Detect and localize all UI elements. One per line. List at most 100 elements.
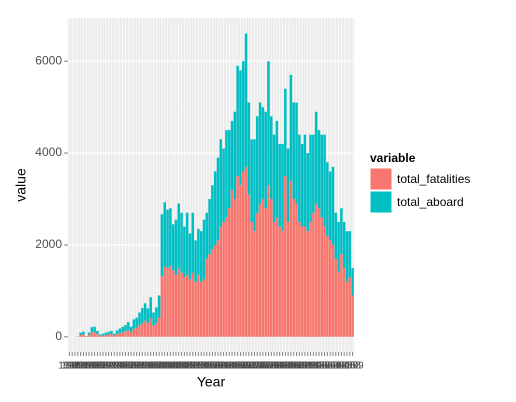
bar [345,281,349,337]
x-tick-label: 1999 [313,361,336,372]
x-tick-label: 1966 [221,361,244,372]
x-tick-label: 1981 [263,361,286,372]
x-tick-label: 1990 [288,361,311,372]
y-axis-label: value [13,168,29,202]
bar [202,219,206,280]
x-tick-label: 1929 [117,361,140,372]
bar [345,231,349,282]
bar [155,323,158,337]
bar [199,281,203,337]
bar [348,277,352,337]
bar [328,240,332,337]
x-tick-label: 1956 [193,361,216,372]
x-tick-label: 1958 [198,361,221,372]
x-tick-label: 1969 [229,361,252,372]
bar [90,327,94,333]
bar [157,295,161,318]
x-tick-label: 1940 [148,361,171,372]
bar [284,88,287,177]
bar [216,157,220,241]
bar [191,212,195,273]
bar [306,231,309,337]
x-tick-label: 1927 [112,361,135,372]
bar [292,102,295,200]
x-tick-label: 1987 [280,361,303,372]
x-tick-label: 1953 [184,361,207,372]
bar [197,228,200,275]
bar [312,134,315,213]
x-tick-label: 1931 [123,361,146,372]
bar [334,212,338,259]
bar [127,322,130,330]
x-tick-label: 1971 [235,361,258,372]
bar [213,171,217,245]
bar [253,139,256,232]
bar [340,208,343,255]
x-tick-label: 1977 [252,361,275,372]
bar [267,185,270,337]
bar [202,279,206,337]
bar [160,214,164,277]
bar [312,212,315,337]
bar [236,65,239,177]
bar [244,33,248,167]
legend-label: total_aboard [397,195,464,209]
bar [272,221,276,337]
bar [261,199,265,337]
x-tick-label: 1945 [162,361,185,372]
bar [208,254,211,337]
x-tick-label: 2007 [336,361,359,372]
x-tick-label: 1910 [64,361,87,372]
x-tick-label: 1946 [165,361,188,372]
bar [247,102,251,195]
x-tick-label: 1955 [190,361,213,372]
bar [157,317,161,337]
x-tick-label: 1935 [134,361,157,372]
bar [351,267,354,296]
x-tick-label: 1997 [308,361,331,372]
bar [199,231,203,282]
bar [98,335,102,337]
bar [211,249,214,337]
x-tick-label: 1913 [72,361,95,372]
bar [141,307,144,324]
bar [183,277,186,337]
x-tick-label: 1975 [246,361,269,372]
x-tick-label: 1980 [260,361,283,372]
x-tick-label: 1986 [277,361,300,372]
bar [258,203,262,337]
x-tick-label: 1960 [204,361,227,372]
x-tick-label: 1959 [201,361,224,372]
bar [239,70,242,186]
bar [326,235,329,337]
x-tick-label: 1928 [114,361,137,372]
bar [110,334,113,337]
bar [317,130,321,209]
bar [264,111,267,209]
bar [118,328,122,334]
bar [233,199,237,337]
x-tick-label: 1998 [311,361,334,372]
bar [300,226,304,337]
bar [138,312,141,326]
bar [337,221,340,273]
x-tick-label: 2000 [316,361,339,372]
bar [171,270,175,337]
bar [253,231,256,337]
bar [292,199,295,337]
y-tick-label: 0 [55,329,62,343]
bar [115,330,119,335]
legend-key [369,190,393,214]
x-tick-label: 1976 [249,361,272,372]
bar [300,143,304,227]
bar [171,224,175,271]
x-tick-label: 1930 [120,361,143,372]
bar [124,331,127,337]
x-tick-label: 1948 [170,361,193,372]
bar [129,326,133,333]
x-tick-label: 1991 [291,361,314,372]
bar [185,274,189,337]
bar [250,139,253,222]
x-tick-label: 1920 [92,361,115,372]
bar [180,212,183,273]
